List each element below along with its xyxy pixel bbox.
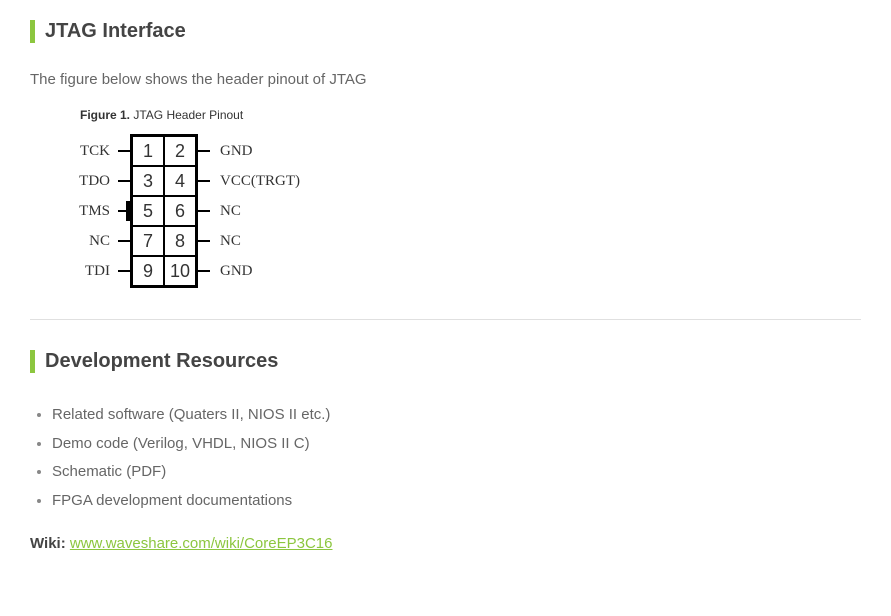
pin-cell: 5 [132, 196, 164, 226]
pin-right-label: GND [220, 256, 340, 286]
pin-cell: 1 [132, 136, 164, 166]
pin-left-label: NC [50, 226, 110, 256]
resource-item: FPGA development documentations [52, 487, 861, 516]
pin-left-label: TDI [50, 256, 110, 286]
resource-item: Schematic (PDF) [52, 458, 861, 487]
resource-item-text: Related software (Quaters II, NIOS II et… [52, 406, 330, 423]
pin-cell: 6 [164, 196, 196, 226]
pin-left-label: TDO [50, 166, 110, 196]
figure-label-rest: JTAG Header Pinout [130, 108, 243, 122]
pin-grid: 12345678910 [130, 134, 198, 288]
figure-caption: Figure 1. JTAG Header Pinout [80, 108, 861, 122]
wiki-line: Wiki: www.waveshare.com/wiki/CoreEP3C16 [30, 535, 861, 552]
pin-cell: 3 [132, 166, 164, 196]
pin-row: 12 [132, 136, 196, 166]
pin-right-label: NC [220, 226, 340, 256]
jtag-intro: The figure below shows the header pinout… [30, 71, 861, 88]
pin-right-label: NC [220, 196, 340, 226]
resource-item-text: FPGA development documentations [52, 492, 292, 509]
pin-tick [118, 150, 130, 152]
section-title-resources: Development Resources [30, 350, 861, 373]
resource-item-text: Schematic (PDF) [52, 463, 166, 480]
pin-row: 78 [132, 226, 196, 256]
pin-left-label: TCK [50, 136, 110, 166]
pin-cell: 10 [164, 256, 196, 286]
resource-item-text: Demo code (Verilog, VHDL, NIOS II C) [52, 435, 310, 452]
figure-label-bold: Figure 1. [80, 108, 130, 122]
pin-tick [118, 270, 130, 272]
pin-tick [198, 210, 210, 212]
pin-key-notch [126, 201, 132, 221]
pin-cell: 7 [132, 226, 164, 256]
pin-tick [198, 240, 210, 242]
pin-row: 910 [132, 256, 196, 286]
pin-cell: 4 [164, 166, 196, 196]
pin-right-label: VCC(TRGT) [220, 166, 340, 196]
pin-tick [198, 180, 210, 182]
pin-tick [198, 270, 210, 272]
pin-tick [118, 240, 130, 242]
wiki-label: Wiki: [30, 535, 70, 552]
wiki-link[interactable]: www.waveshare.com/wiki/CoreEP3C16 [70, 535, 333, 552]
pin-cell: 2 [164, 136, 196, 166]
resource-item: Related software (Quaters II, NIOS II et… [52, 401, 861, 430]
pin-right-label: GND [220, 136, 340, 166]
section-divider [30, 319, 861, 320]
pin-cell: 8 [164, 226, 196, 256]
pin-left-label: TMS [50, 196, 110, 226]
resource-item: Demo code (Verilog, VHDL, NIOS II C) [52, 430, 861, 459]
pin-row: 34 [132, 166, 196, 196]
pinout-diagram: 12345678910 TCKGNDTDOVCC(TRGT)TMSNCNCNCT… [50, 134, 350, 289]
pin-tick [118, 180, 130, 182]
pin-tick [198, 150, 210, 152]
resource-list: Related software (Quaters II, NIOS II et… [52, 401, 861, 515]
pin-row: 56 [132, 196, 196, 226]
pin-cell: 9 [132, 256, 164, 286]
section-title-jtag: JTAG Interface [30, 20, 861, 43]
